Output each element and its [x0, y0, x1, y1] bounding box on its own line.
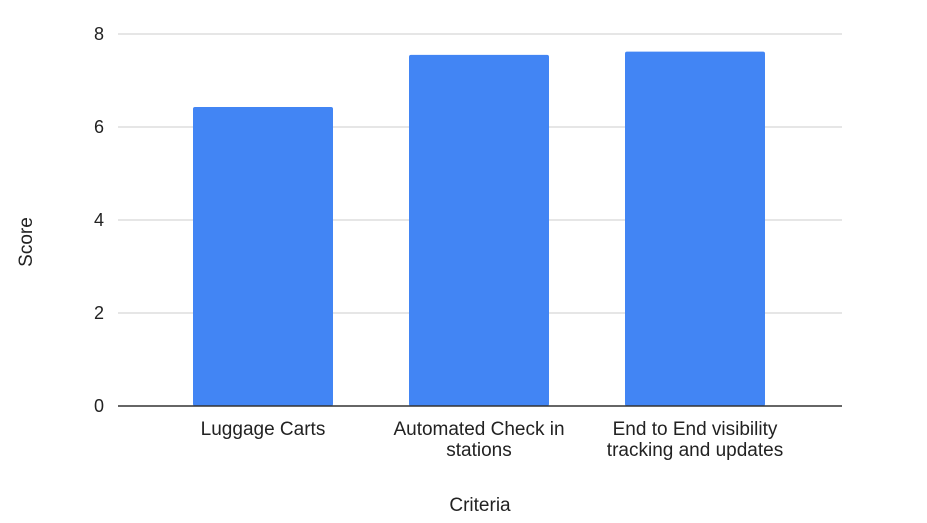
x-category-label: Luggage Carts	[201, 419, 326, 440]
x-category-label-line: End to End visibility	[613, 419, 778, 440]
x-category-label-line: tracking and updates	[607, 440, 783, 461]
y-axis-title: Score	[16, 217, 37, 267]
y-tick-label: 8	[94, 24, 104, 44]
x-category-labels: Luggage Carts Automated Check in stations E…	[201, 419, 784, 461]
x-category-label: End to End visibility tracking and update…	[607, 419, 783, 461]
bar	[193, 107, 333, 406]
x-axis-title: Criteria	[449, 495, 511, 516]
x-category-label: Automated Check in stations	[393, 419, 564, 461]
bars	[193, 51, 765, 407]
y-tick-label: 6	[94, 117, 104, 137]
y-tick-label: 2	[94, 303, 104, 323]
x-category-label-line: stations	[446, 440, 511, 461]
x-category-label-line: Automated Check in	[393, 419, 564, 440]
x-category-label-line: Luggage Carts	[201, 419, 326, 440]
bar	[409, 54, 549, 407]
bar	[625, 51, 765, 407]
y-tick-label: 0	[94, 396, 104, 416]
y-tick-labels: 0 2 4 6 8	[94, 24, 104, 416]
y-tick-label: 4	[94, 210, 104, 230]
